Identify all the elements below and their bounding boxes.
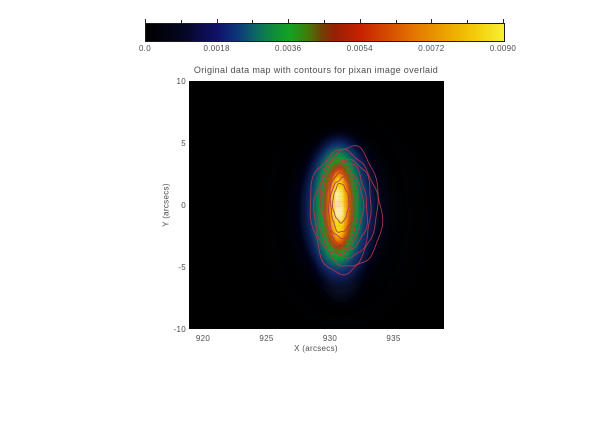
colorbar-tick xyxy=(145,19,146,23)
plot-area xyxy=(189,81,444,329)
contour-line xyxy=(331,182,350,224)
contour-line xyxy=(320,162,368,256)
colorbar-tick xyxy=(503,19,504,23)
colorbar-tick-label: 0.0018 xyxy=(203,44,230,53)
y-tick-label: 5 xyxy=(181,139,186,148)
colorbar-tick-label: 0.0 xyxy=(138,44,152,53)
colorbar-tick xyxy=(359,19,361,23)
colorbar xyxy=(145,23,505,42)
colorbar-tick xyxy=(467,20,469,23)
colorbar-tick xyxy=(324,20,325,23)
colorbar-tick-label: 0.0036 xyxy=(275,44,302,53)
y-axis-label: Y (arcsecs) xyxy=(161,183,171,227)
chart-title: Original data map with contours for pixa… xyxy=(193,65,439,75)
colorbar-tick-label: 0.0054 xyxy=(346,44,373,53)
y-tick-label: -5 xyxy=(178,263,186,272)
colorbar-tick xyxy=(180,20,182,23)
contour-line xyxy=(309,145,384,276)
x-tick-label: 925 xyxy=(259,334,274,343)
x-axis-label: X (arcsecs) xyxy=(294,344,338,353)
contour-line xyxy=(329,176,355,233)
contour-line xyxy=(324,165,365,250)
colorbar-tick xyxy=(288,19,290,23)
y-tick-label: 0 xyxy=(181,201,186,210)
x-tick-label: 930 xyxy=(322,334,338,343)
contour-line xyxy=(318,158,372,259)
x-tick-label: 935 xyxy=(386,334,401,343)
contour-line xyxy=(313,148,379,267)
colorbar-tick xyxy=(395,20,397,23)
colorbar-tick xyxy=(252,20,254,23)
y-tick-label: -10 xyxy=(173,325,186,334)
data-map-image xyxy=(279,110,400,311)
contour-line xyxy=(327,172,359,240)
colorbar-tick xyxy=(216,19,218,23)
colorbar-tick xyxy=(431,19,433,23)
colorbar-tick-label: 0.0090 xyxy=(489,44,517,53)
x-tick-label: 920 xyxy=(195,334,211,343)
y-tick-label: 10 xyxy=(176,77,186,86)
colorbar-tick-label: 0.0072 xyxy=(418,44,445,53)
